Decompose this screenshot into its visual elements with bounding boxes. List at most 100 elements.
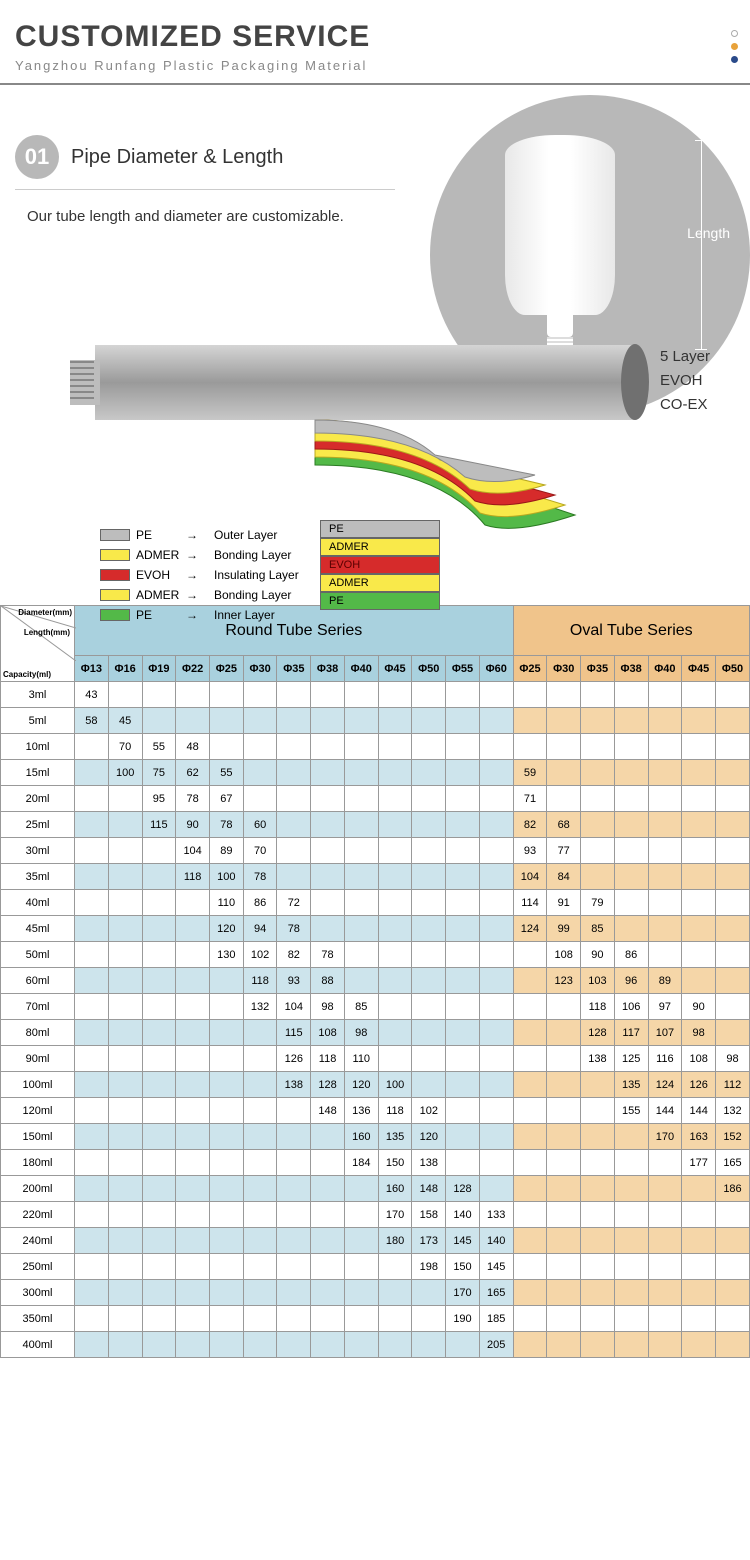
data-cell bbox=[142, 1306, 176, 1332]
table-row: 90ml12611811013812511610898 bbox=[1, 1046, 750, 1072]
data-cell bbox=[108, 786, 142, 812]
data-cell bbox=[682, 1332, 716, 1358]
data-cell bbox=[614, 890, 648, 916]
data-cell bbox=[209, 1124, 243, 1150]
data-cell bbox=[716, 838, 750, 864]
data-cell bbox=[581, 708, 615, 734]
data-cell bbox=[479, 916, 513, 942]
data-cell bbox=[142, 890, 176, 916]
data-cell: 144 bbox=[682, 1098, 716, 1124]
data-cell bbox=[108, 682, 142, 708]
data-cell bbox=[277, 1254, 311, 1280]
layer-diagram: 5 Layer EVOH CO-EX PE→Outer LayerADMER→B… bbox=[0, 245, 750, 605]
data-cell bbox=[378, 682, 412, 708]
data-cell: 99 bbox=[547, 916, 581, 942]
data-cell bbox=[75, 994, 109, 1020]
capacity-cell: 45ml bbox=[1, 916, 75, 942]
data-cell: 98 bbox=[716, 1046, 750, 1072]
data-cell bbox=[479, 890, 513, 916]
data-cell bbox=[277, 734, 311, 760]
data-cell bbox=[344, 1306, 378, 1332]
col-header: Φ50 bbox=[412, 656, 446, 682]
data-cell bbox=[412, 1306, 446, 1332]
data-cell bbox=[176, 916, 210, 942]
data-cell bbox=[412, 1332, 446, 1358]
data-cell: 104 bbox=[513, 864, 547, 890]
data-cell bbox=[311, 890, 345, 916]
data-cell bbox=[412, 760, 446, 786]
data-cell bbox=[682, 1176, 716, 1202]
data-cell bbox=[108, 968, 142, 994]
data-cell bbox=[142, 942, 176, 968]
data-cell bbox=[311, 1176, 345, 1202]
data-cell bbox=[446, 1332, 480, 1358]
data-cell bbox=[311, 1280, 345, 1306]
data-cell bbox=[108, 1150, 142, 1176]
table-row: 3ml43 bbox=[1, 682, 750, 708]
data-cell bbox=[446, 812, 480, 838]
capacity-cell: 30ml bbox=[1, 838, 75, 864]
table-row: 300ml170165 bbox=[1, 1280, 750, 1306]
data-cell bbox=[75, 1046, 109, 1072]
data-cell: 106 bbox=[614, 994, 648, 1020]
data-cell bbox=[446, 682, 480, 708]
data-cell bbox=[581, 1150, 615, 1176]
data-cell bbox=[243, 1124, 277, 1150]
data-cell bbox=[176, 1228, 210, 1254]
data-cell bbox=[513, 1124, 547, 1150]
data-cell bbox=[344, 890, 378, 916]
data-cell bbox=[75, 786, 109, 812]
data-cell bbox=[614, 734, 648, 760]
table-row: 240ml180173145140 bbox=[1, 1228, 750, 1254]
col-header: Φ35 bbox=[581, 656, 615, 682]
data-cell bbox=[682, 916, 716, 942]
data-cell bbox=[243, 734, 277, 760]
data-cell: 184 bbox=[344, 1150, 378, 1176]
data-cell bbox=[547, 1280, 581, 1306]
capacity-cell: 80ml bbox=[1, 1020, 75, 1046]
data-cell: 128 bbox=[581, 1020, 615, 1046]
data-cell bbox=[648, 864, 682, 890]
capacity-cell: 400ml bbox=[1, 1332, 75, 1358]
data-cell: 82 bbox=[277, 942, 311, 968]
data-cell bbox=[513, 1072, 547, 1098]
data-cell bbox=[75, 838, 109, 864]
data-cell: 165 bbox=[479, 1280, 513, 1306]
data-cell bbox=[648, 1176, 682, 1202]
data-cell: 45 bbox=[108, 708, 142, 734]
data-cell: 124 bbox=[513, 916, 547, 942]
data-cell bbox=[277, 1280, 311, 1306]
data-cell bbox=[412, 708, 446, 734]
data-cell: 163 bbox=[682, 1124, 716, 1150]
data-cell bbox=[176, 1176, 210, 1202]
data-cell: 78 bbox=[311, 942, 345, 968]
legend-row: ADMER→Bonding Layer bbox=[100, 585, 299, 605]
data-cell bbox=[378, 1046, 412, 1072]
data-cell: 114 bbox=[513, 890, 547, 916]
data-cell bbox=[716, 1228, 750, 1254]
data-cell bbox=[108, 1176, 142, 1202]
data-cell bbox=[581, 1280, 615, 1306]
data-cell bbox=[614, 1124, 648, 1150]
capacity-cell: 50ml bbox=[1, 942, 75, 968]
data-cell bbox=[344, 1332, 378, 1358]
data-cell bbox=[446, 1150, 480, 1176]
data-cell bbox=[378, 994, 412, 1020]
data-cell bbox=[277, 1332, 311, 1358]
col-header: Φ40 bbox=[648, 656, 682, 682]
data-cell bbox=[581, 734, 615, 760]
data-cell bbox=[716, 968, 750, 994]
data-cell bbox=[682, 708, 716, 734]
data-cell bbox=[142, 968, 176, 994]
data-cell bbox=[108, 1046, 142, 1072]
data-cell bbox=[648, 1228, 682, 1254]
data-cell bbox=[378, 890, 412, 916]
data-cell bbox=[682, 812, 716, 838]
data-cell bbox=[446, 994, 480, 1020]
data-cell bbox=[547, 1098, 581, 1124]
data-cell bbox=[581, 682, 615, 708]
data-cell bbox=[209, 1202, 243, 1228]
data-cell bbox=[513, 994, 547, 1020]
capacity-cell: 240ml bbox=[1, 1228, 75, 1254]
data-cell bbox=[378, 786, 412, 812]
